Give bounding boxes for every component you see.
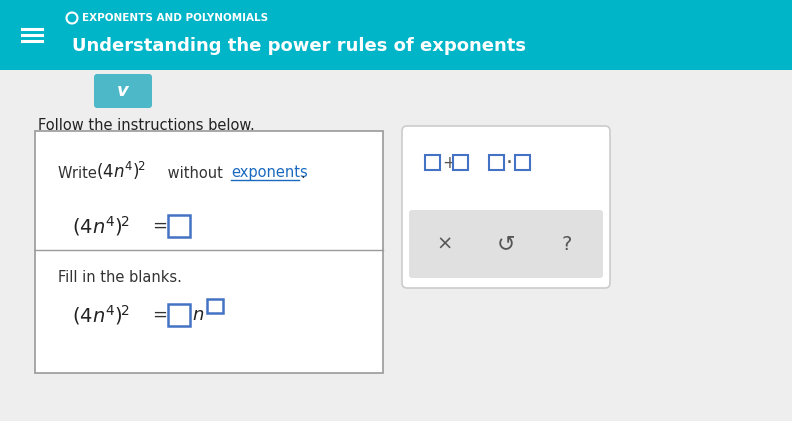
Text: $n$: $n$ xyxy=(192,306,204,324)
Text: EXPONENTS AND POLYNOMIALS: EXPONENTS AND POLYNOMIALS xyxy=(82,13,268,23)
Text: ×: × xyxy=(437,234,453,253)
Text: without: without xyxy=(163,165,227,181)
Text: $\left(4n^4\right)^{\!2}$: $\left(4n^4\right)^{\!2}$ xyxy=(96,160,146,182)
FancyBboxPatch shape xyxy=(402,126,610,288)
Bar xyxy=(425,155,440,170)
Text: Write: Write xyxy=(58,165,101,181)
Bar xyxy=(0,0,792,70)
Bar xyxy=(168,215,190,237)
Bar xyxy=(0,70,792,421)
Bar xyxy=(35,131,383,373)
Text: Fill in the blanks.: Fill in the blanks. xyxy=(58,270,182,285)
Text: +: + xyxy=(442,154,456,172)
Bar xyxy=(207,299,223,313)
Text: Follow the instructions below.: Follow the instructions below. xyxy=(38,117,255,133)
Text: =: = xyxy=(152,306,167,324)
Text: ?: ? xyxy=(562,234,572,253)
Bar xyxy=(168,304,190,326)
Bar xyxy=(489,155,504,170)
Text: $\left(4n^4\right)^{\!2}$: $\left(4n^4\right)^{\!2}$ xyxy=(72,303,129,327)
FancyBboxPatch shape xyxy=(409,210,603,278)
Text: v: v xyxy=(117,82,129,100)
Bar xyxy=(453,155,468,170)
Bar xyxy=(515,155,530,170)
Text: Understanding the power rules of exponents: Understanding the power rules of exponen… xyxy=(72,37,526,55)
Text: exponents: exponents xyxy=(231,165,308,181)
Text: =: = xyxy=(152,217,167,235)
Text: .: . xyxy=(300,165,305,181)
FancyBboxPatch shape xyxy=(94,74,152,108)
Text: $\left(4n^4\right)^{\!2}$: $\left(4n^4\right)^{\!2}$ xyxy=(72,214,129,238)
Text: ↺: ↺ xyxy=(497,234,516,254)
Text: ·: · xyxy=(506,153,513,173)
